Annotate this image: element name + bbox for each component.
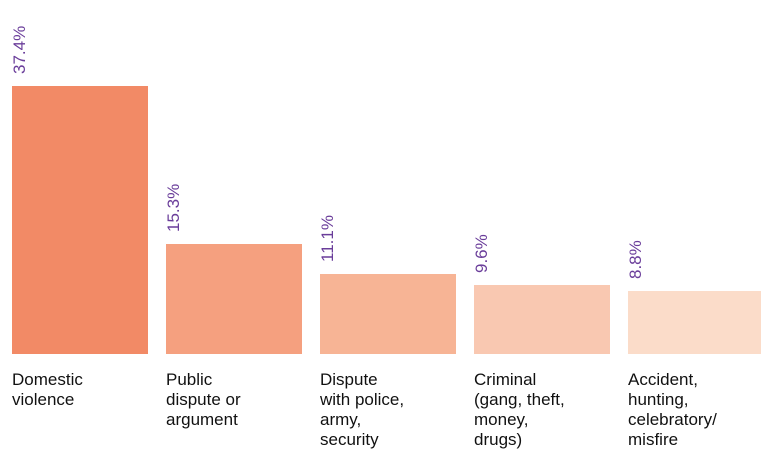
value-label-2: 15.3% bbox=[164, 183, 183, 232]
bar-5 bbox=[628, 291, 761, 354]
category-label-4: Criminal (gang, theft, money, drugs) bbox=[474, 370, 565, 449]
bar-2 bbox=[166, 244, 302, 354]
value-label-3: 11.1% bbox=[318, 215, 337, 262]
category-label-1: Domestic violence bbox=[12, 370, 83, 409]
value-label-1: 37.4% bbox=[10, 25, 29, 74]
category-label-3: Dispute with police, army, security bbox=[320, 370, 405, 449]
category-label-2: Public dispute or argument bbox=[166, 370, 241, 429]
bar-3 bbox=[320, 274, 456, 354]
value-label-5: 8.8% bbox=[626, 240, 645, 279]
bar-4 bbox=[474, 285, 610, 354]
category-label-5: Accident, hunting, celebratory/ misfire bbox=[628, 370, 717, 449]
bar-1 bbox=[12, 86, 148, 354]
value-label-4: 9.6% bbox=[472, 234, 491, 273]
